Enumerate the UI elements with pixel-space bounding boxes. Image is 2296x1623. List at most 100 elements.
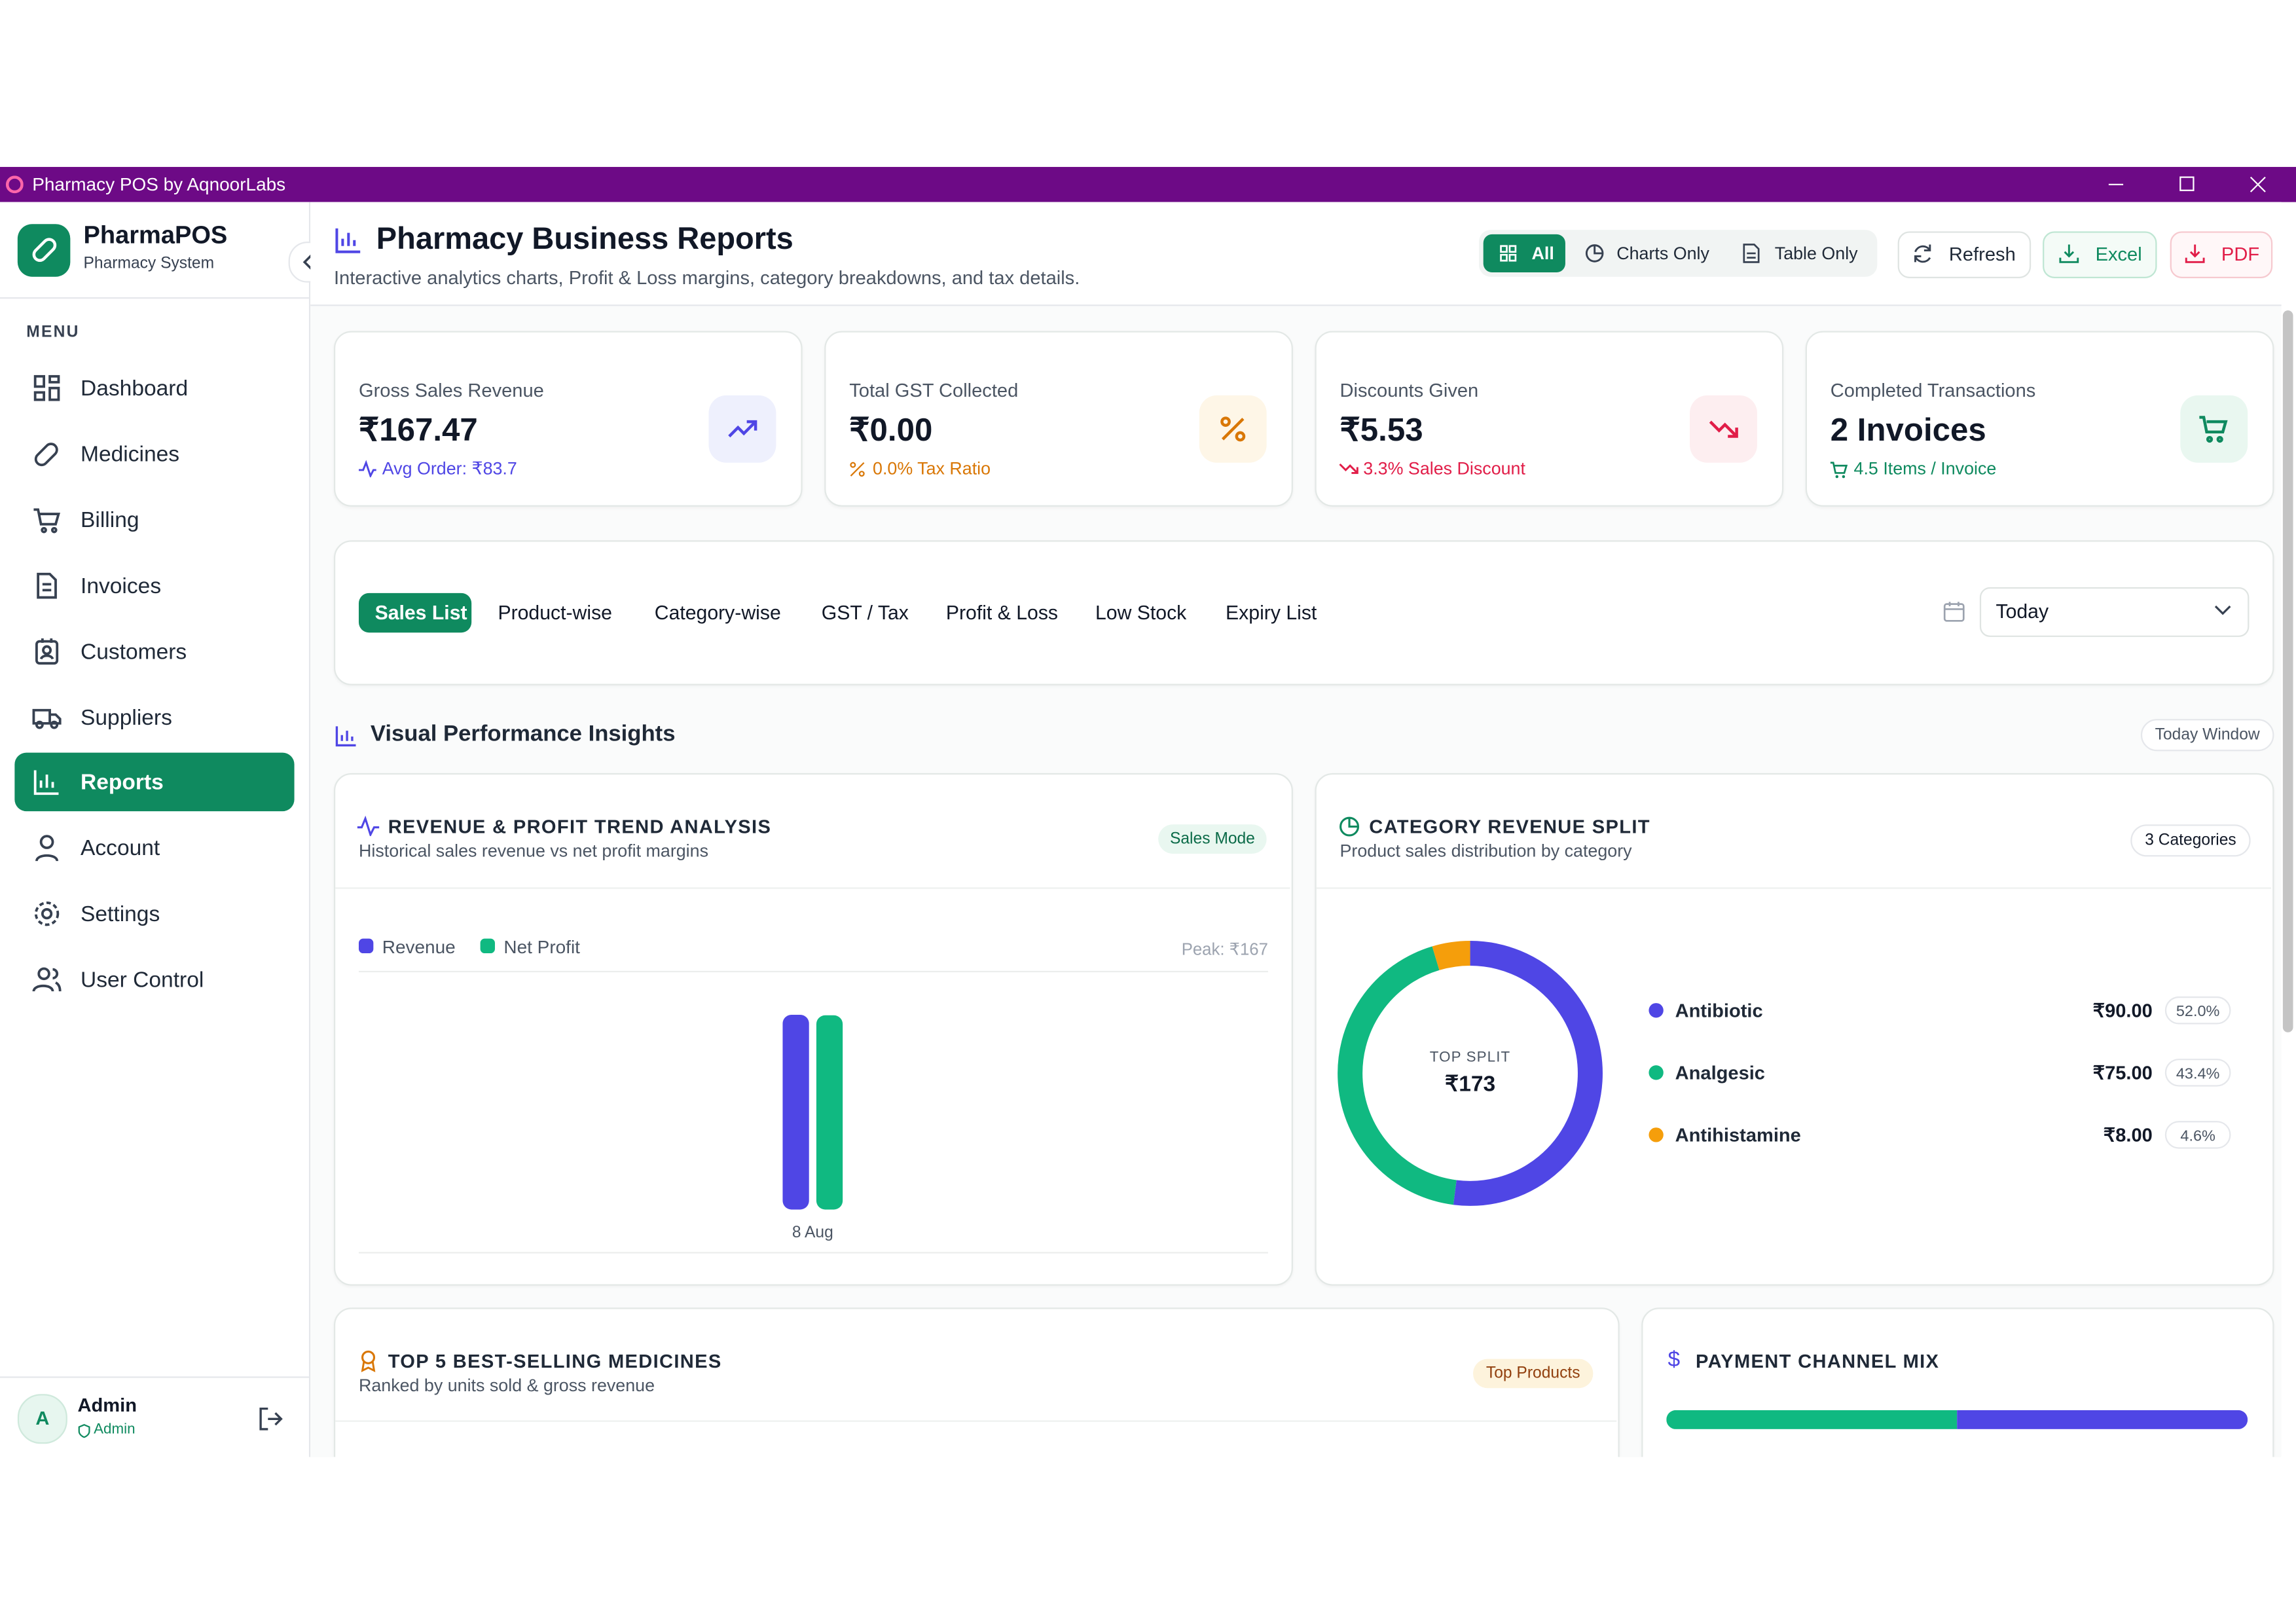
category-value: ₹75.00	[2093, 1063, 2153, 1084]
view-button[interactable]: Charts Only	[1616, 243, 1709, 264]
menu-item[interactable]: Dashboard	[32, 359, 188, 417]
tab[interactable]: GST / Tax	[821, 602, 909, 624]
menu-text: Account	[81, 835, 160, 861]
menu-text: User Control	[81, 967, 204, 993]
category-percent: 43.4%	[2176, 1065, 2220, 1082]
card-title: REVENUE & PROFIT TREND ANALYSIS	[388, 815, 772, 838]
role-icon	[78, 1424, 90, 1438]
kpi-note: 0.0% Tax Ratio	[873, 458, 991, 479]
range-select[interactable]	[1979, 587, 2250, 637]
card-title: PAYMENT CHANNEL MIX	[1695, 1350, 1940, 1372]
menu-text: Medicines	[81, 441, 180, 467]
percent-pill	[2164, 996, 2231, 1025]
chevron	[2214, 605, 2231, 615]
card-subtitle: Historical sales revenue vs net profit m…	[358, 840, 708, 862]
divider	[358, 1252, 1268, 1254]
tab[interactable]: Category-wise	[654, 602, 781, 624]
pdf-button[interactable]	[2170, 231, 2273, 278]
scrollbar[interactable]	[2282, 310, 2293, 1032]
menu-item[interactable]: Settings	[32, 884, 160, 943]
avatar: A	[17, 1394, 67, 1444]
category-percent: 52.0%	[2176, 1002, 2220, 1019]
menu-text: Billing	[81, 507, 139, 533]
tabs-card	[333, 540, 2274, 685]
menu-text: Dashboard	[81, 375, 189, 401]
brand-logo	[17, 224, 71, 277]
kpi-icon	[1199, 395, 1267, 463]
view-button[interactable]: Table Only	[1774, 243, 1858, 264]
tab[interactable]: Expiry List	[1226, 602, 1317, 624]
donut-segment	[1338, 946, 1457, 1205]
donut-segment	[1453, 941, 1603, 1206]
divider	[0, 1376, 309, 1378]
card-subtitle: Product sales distribution by category	[1339, 840, 1632, 862]
user-role: Admin	[94, 1421, 136, 1438]
menu-item[interactable]: Invoices	[32, 556, 161, 615]
menu-item[interactable]: Medicines	[32, 425, 179, 483]
menu-label: MENU	[26, 323, 80, 342]
icon	[1339, 816, 1360, 837]
tab[interactable]: Sales List	[374, 602, 467, 624]
menu-item[interactable]: Account	[32, 818, 160, 877]
page-subtitle: Interactive analytics charts, Profit & L…	[333, 266, 1080, 289]
kpi-value: ₹0.00	[849, 411, 933, 448]
menu-item[interactable]: Billing	[32, 490, 139, 549]
logout-button[interactable]	[258, 1406, 284, 1432]
content-inner: Gross Sales Revenue ₹167.47 Avg Order: ₹…	[310, 306, 2281, 1457]
window-controls[interactable]	[2108, 175, 2284, 193]
card-title: TOP 5 BEST-SELLING MEDICINES	[388, 1350, 722, 1372]
menu-item[interactable]: Reports	[32, 753, 164, 811]
payment-segment	[1666, 1410, 1958, 1429]
icon	[1500, 245, 1517, 262]
menu-item[interactable]: User Control	[32, 951, 204, 1009]
icon	[1914, 244, 1931, 263]
tab[interactable]: Low Stock	[1095, 602, 1187, 624]
tab[interactable]: Product-wise	[498, 602, 612, 624]
divider	[1316, 887, 2271, 889]
app-icon	[5, 175, 24, 194]
menu-item[interactable]: Suppliers	[32, 688, 172, 746]
menu-text: Suppliers	[81, 704, 172, 730]
badge: Sales Mode	[1158, 824, 1267, 854]
category-name: Antihistamine	[1675, 1125, 1801, 1146]
brand: PharmaPOS	[83, 221, 228, 249]
percent-pill	[2164, 1059, 2231, 1087]
menu-text: Settings	[81, 901, 160, 926]
kpi-value: ₹167.47	[358, 411, 478, 448]
header	[310, 202, 2282, 306]
kpi-icon	[1690, 395, 1757, 463]
badge: Today Window	[2140, 719, 2274, 752]
divider	[335, 887, 1290, 889]
kpi-note: 3.3% Sales Discount	[1363, 458, 1525, 479]
divider	[358, 970, 1268, 973]
icon	[1585, 244, 1604, 263]
menu-text: Invoices	[81, 573, 162, 598]
divider	[0, 297, 309, 299]
menu-item[interactable]: Customers	[32, 623, 187, 681]
center-label: TOP SPLIT	[1430, 1049, 1511, 1065]
charts: 8 Aug Antibiotic ₹90.00 52.0% Analgesic ₹75.0…	[782, 941, 2248, 1429]
content: Gross Sales Revenue ₹167.47 Avg Order: ₹…	[310, 306, 2282, 1457]
view-button[interactable]: All	[1531, 243, 1554, 264]
sidebar	[0, 202, 311, 1457]
legend-dot	[1649, 1065, 1664, 1080]
payment-bar	[1666, 1410, 2248, 1429]
kpi-icon	[2180, 395, 2248, 463]
x-tick-label: 8 Aug	[792, 1224, 833, 1241]
excel-button[interactable]	[2043, 231, 2157, 278]
calendar-icon	[1943, 602, 1965, 622]
category-percent: 4.6%	[2180, 1127, 2215, 1144]
refresh-button[interactable]	[1897, 231, 2032, 278]
icon	[358, 460, 376, 478]
brand-subtitle: Pharmacy System	[83, 255, 215, 273]
icon	[2185, 244, 2205, 263]
section-title: Visual Performance Insights	[370, 721, 676, 747]
kpi-value: ₹5.53	[1339, 411, 1423, 448]
legend-swatch	[480, 938, 495, 954]
icon: $	[1667, 1347, 1681, 1372]
tab[interactable]: Profit & Loss	[945, 602, 1059, 624]
legend-label: Net Profit	[503, 937, 580, 958]
user-name: Admin	[77, 1394, 137, 1416]
kpi-value: 2 Invoices	[1830, 411, 1986, 448]
